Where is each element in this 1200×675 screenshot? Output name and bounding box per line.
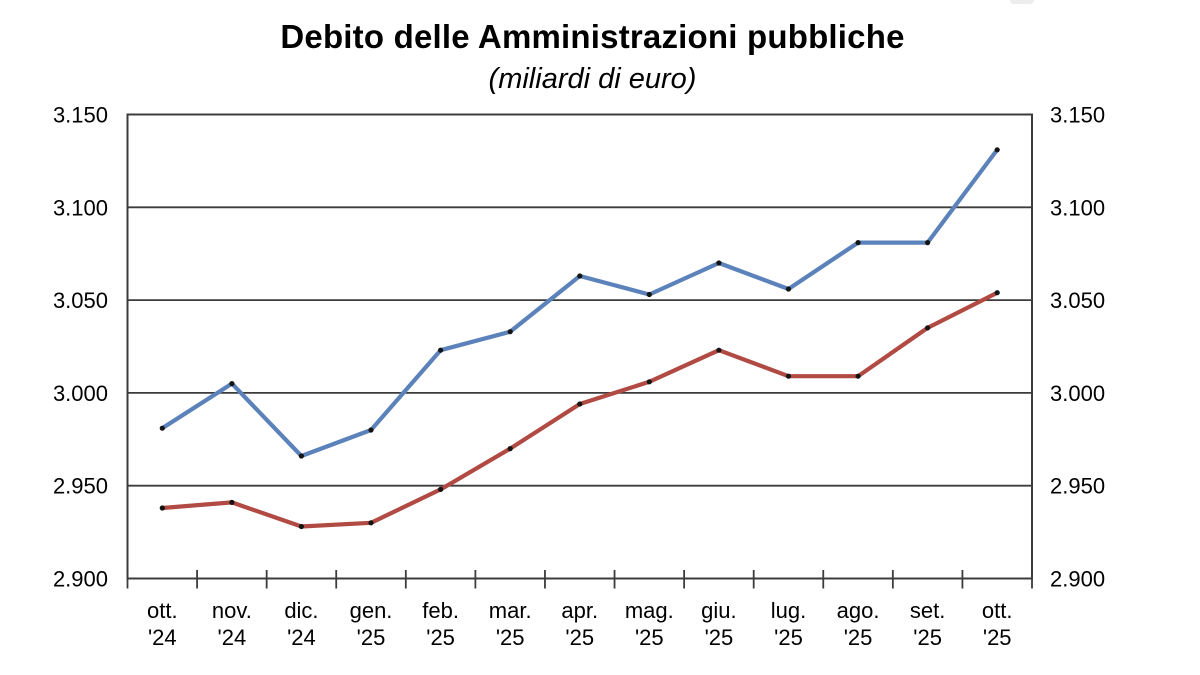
blue-data-point-marker	[507, 329, 513, 335]
red-data-point-marker	[646, 379, 652, 385]
x-axis-label: nov. '24	[212, 598, 252, 650]
x-axis-label: ago. '25	[837, 598, 880, 650]
page-edge-artifact	[1010, 0, 1034, 4]
y-axis-tick-label-left: 3.100	[53, 195, 108, 220]
y-axis-tick-label-left: 2.900	[53, 567, 108, 592]
x-axis-label: ott. '25	[982, 598, 1013, 650]
blue-data-point-marker	[229, 381, 235, 387]
x-axis-label: mar. '25	[489, 598, 532, 650]
red-series-line	[160, 290, 1000, 529]
blue-data-point-marker	[716, 260, 722, 266]
red-data-point-marker	[229, 499, 235, 505]
blue-data-point-marker	[925, 240, 931, 246]
red-data-point-marker	[507, 446, 513, 452]
red-data-point-marker	[159, 505, 165, 511]
x-axis-label: dic. '24	[284, 598, 318, 650]
blue-data-point-marker	[577, 273, 583, 279]
y-axis-tick-label-left: 2.950	[53, 474, 108, 499]
x-axis-label: gen. '25	[350, 598, 393, 650]
red-data-point-marker	[925, 325, 931, 331]
x-axis-label: lug. '25	[771, 598, 806, 650]
red-data-point-marker	[994, 290, 1000, 296]
y-axis-tick-label-right: 3.100	[1050, 195, 1105, 220]
x-axis-label: set. '25	[910, 598, 945, 650]
blue-data-point-marker	[785, 286, 792, 292]
red-data-point-marker	[438, 486, 444, 492]
y-axis-tick-label-left: 3.150	[53, 103, 108, 128]
blue-data-point-marker	[438, 347, 444, 353]
x-axis-label: apr. '25	[561, 598, 598, 650]
x-axis-label: feb. '25	[422, 598, 459, 650]
y-axis-tick-label-right: 3.150	[1050, 103, 1105, 128]
chart-subtitle: (miliardi di euro)	[488, 63, 697, 95]
red-data-point-marker	[368, 520, 374, 526]
y-axis-tick-label-right: 2.900	[1050, 567, 1105, 592]
blue-series-line	[160, 147, 1000, 459]
x-axis-label: giu. '25	[701, 598, 736, 650]
chart-title: Debito delle Amministrazioni pubbliche	[280, 18, 905, 55]
plot-border	[126, 113, 1033, 580]
blue-data-point-marker	[646, 291, 652, 298]
red-data-point-marker	[577, 401, 583, 407]
y-axis-tick-label-left: 3.050	[53, 288, 108, 313]
x-axis-label: ott. '24	[147, 598, 178, 650]
blue-data-point-marker	[368, 427, 374, 433]
x-axis-label: mag. '25	[625, 598, 674, 650]
y-axis-tick-label-left: 3.000	[53, 381, 108, 406]
y-axis-tick-label-right: 3.050	[1050, 288, 1105, 313]
y-axis-tick-label-right: 2.950	[1050, 474, 1105, 499]
blue-data-point-marker	[855, 240, 861, 246]
red-data-point-marker	[298, 523, 304, 530]
blue-data-point-marker	[159, 425, 165, 431]
red-data-point-marker	[785, 373, 792, 379]
red-data-point-marker	[716, 347, 722, 353]
blue-data-point-marker	[298, 453, 304, 459]
blue-data-point-marker	[994, 147, 1000, 153]
red-data-point-marker	[855, 373, 861, 379]
y-axis-tick-label-right: 3.000	[1050, 381, 1105, 406]
